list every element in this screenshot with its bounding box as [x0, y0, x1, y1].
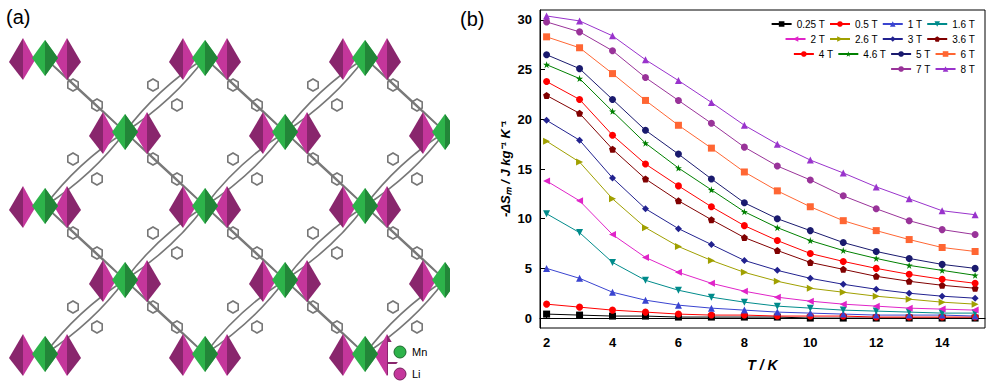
svg-text:6: 6 [675, 335, 682, 350]
svg-text:8 T: 8 T [961, 64, 975, 75]
svg-text:12: 12 [869, 335, 883, 350]
svg-text:Mn: Mn [412, 346, 427, 358]
svg-text:3.6 T: 3.6 T [952, 34, 975, 45]
svg-text:25: 25 [518, 62, 532, 77]
svg-text:(b): (b) [460, 8, 484, 30]
svg-text:1.6 T: 1.6 T [952, 19, 975, 30]
svg-text:0.25 T: 0.25 T [797, 19, 825, 30]
svg-text:0.5 T: 0.5 T [855, 19, 878, 30]
svg-text:0: 0 [525, 311, 532, 326]
svg-text:7 T: 7 T [916, 64, 930, 75]
svg-text:(a): (a) [6, 6, 30, 28]
svg-text:4.6 T: 4.6 T [863, 49, 886, 60]
svg-text:Li: Li [412, 368, 421, 380]
svg-text:5: 5 [525, 261, 532, 276]
svg-text:2.6 T: 2.6 T [855, 34, 878, 45]
svg-text:20: 20 [518, 112, 532, 127]
svg-text:4: 4 [609, 335, 617, 350]
svg-text:T / K: T / K [747, 357, 778, 373]
svg-text:10: 10 [518, 211, 532, 226]
svg-text:30: 30 [518, 12, 532, 27]
svg-text:14: 14 [935, 335, 950, 350]
svg-text:2: 2 [543, 335, 550, 350]
svg-text:4 T: 4 T [819, 49, 833, 60]
svg-text:8: 8 [741, 335, 748, 350]
svg-text:5 T: 5 T [916, 49, 930, 60]
svg-text:10: 10 [803, 335, 817, 350]
svg-text:2 T: 2 T [811, 34, 825, 45]
svg-text:-ΔSₘ / J kg⁻¹ K⁻¹: -ΔSₘ / J kg⁻¹ K⁻¹ [498, 120, 513, 217]
svg-text:1 T: 1 T [908, 19, 922, 30]
svg-text:15: 15 [518, 162, 532, 177]
svg-text:6 T: 6 T [961, 49, 975, 60]
svg-text:3 T: 3 T [908, 34, 922, 45]
